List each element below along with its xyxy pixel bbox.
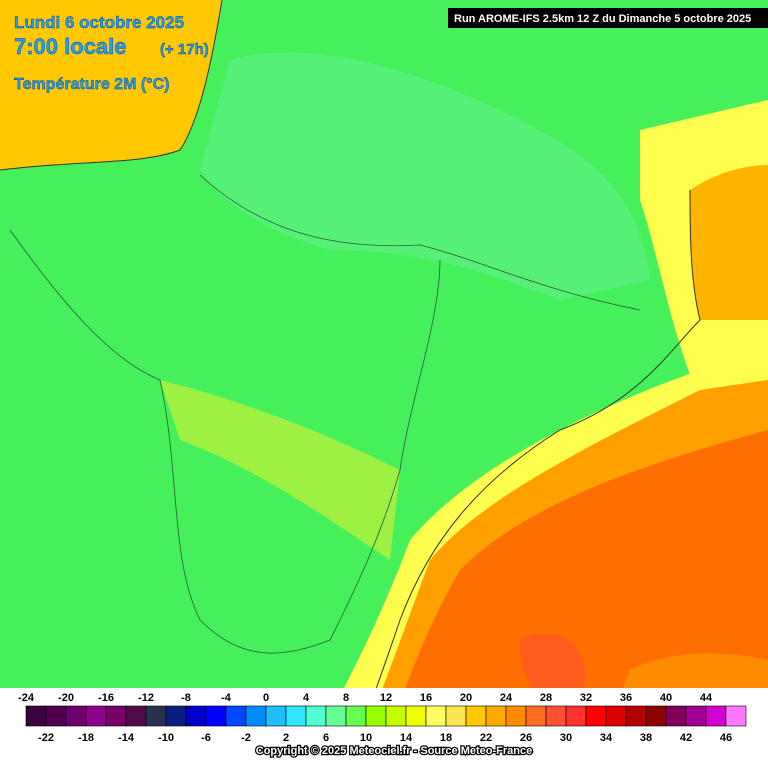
- legend-swatch: [205, 705, 227, 727]
- copyright: Copyright © 2025 Meteociel.fr - Source M…: [256, 745, 532, 757]
- legend-label: -4: [221, 692, 232, 704]
- legend-swatch: [125, 705, 147, 727]
- legend-swatch: [265, 705, 287, 727]
- legend-swatch: [565, 705, 587, 727]
- run-box: [448, 8, 768, 28]
- legend-label: -2: [241, 732, 251, 744]
- legend-label: 38: [640, 732, 652, 744]
- legend-label: -16: [98, 692, 114, 704]
- legend-swatch: [605, 705, 627, 727]
- legend-swatch: [705, 705, 727, 727]
- sea-atlantic: [0, 0, 222, 170]
- legend-swatch: [545, 705, 567, 727]
- legend-label: 22: [480, 732, 492, 744]
- legend-swatch: [85, 705, 107, 727]
- legend-swatch: [405, 705, 427, 727]
- legend-panel: [0, 688, 768, 768]
- legend-swatch: [645, 705, 667, 727]
- legend-swatch: [45, 705, 67, 727]
- legend-label: 42: [680, 732, 692, 744]
- legend-label: 40: [660, 692, 672, 704]
- legend-label: 0: [263, 692, 269, 704]
- legend-swatch: [325, 705, 347, 727]
- legend-swatch: [145, 705, 167, 727]
- legend-swatch: [725, 705, 747, 727]
- legend-label: -14: [118, 732, 135, 744]
- legend-label: 8: [343, 692, 349, 704]
- legend-label: 32: [580, 692, 592, 704]
- border: [199, 174, 641, 311]
- legend-swatch: [305, 705, 327, 727]
- legend-label: 44: [700, 692, 713, 704]
- legend-swatch: [25, 705, 47, 727]
- legend-label: 34: [600, 732, 613, 744]
- legend-label: 28: [540, 692, 552, 704]
- legend-swatch: [685, 705, 707, 727]
- legend-swatch: [65, 705, 87, 727]
- time: 7:00 locale: [14, 34, 127, 59]
- legend-swatch: [345, 705, 367, 727]
- lead-time: (+ 17h): [160, 41, 209, 58]
- legend-label: 46: [720, 732, 732, 744]
- legend-label: 26: [520, 732, 532, 744]
- legend-swatch: [425, 705, 447, 727]
- legend-swatch: [105, 705, 127, 727]
- legend: -24-22-20-18-16-14-12-10-8-6-4-202468101…: [18, 692, 747, 744]
- legend-label: -6: [201, 732, 211, 744]
- legend-label: 24: [500, 692, 513, 704]
- warm-band: [160, 380, 400, 560]
- legend-label: 14: [400, 732, 413, 744]
- legend-swatch: [665, 705, 687, 727]
- legend-swatch: [485, 705, 507, 727]
- legend-swatch: [165, 705, 187, 727]
- coastline: [0, 0, 223, 171]
- cool-zone: [200, 52, 650, 300]
- legend-label: 2: [283, 732, 289, 744]
- legend-swatch: [245, 705, 267, 727]
- date: Lundi 6 octobre 2025: [14, 13, 184, 32]
- legend-label: -20: [58, 692, 74, 704]
- legend-swatch: [365, 705, 387, 727]
- legend-label: -22: [38, 732, 54, 744]
- legend-label: 36: [620, 692, 632, 704]
- parameter: Température 2M (°C): [14, 76, 169, 93]
- legend-label: 20: [460, 692, 472, 704]
- legend-label: 6: [323, 732, 329, 744]
- legend-swatch: [385, 705, 407, 727]
- legend-swatch: [505, 705, 527, 727]
- border: [9, 229, 441, 654]
- legend-swatch: [625, 705, 647, 727]
- legend-label: -12: [138, 692, 154, 704]
- coastline: [349, 189, 701, 769]
- legend-swatch: [525, 705, 547, 727]
- sea-lion: [690, 165, 768, 320]
- legend-swatch: [285, 705, 307, 727]
- legend-swatch: [585, 705, 607, 727]
- legend-swatch: [465, 705, 487, 727]
- legend-label: 10: [360, 732, 372, 744]
- legend-swatch: [185, 705, 207, 727]
- legend-swatch: [445, 705, 467, 727]
- legend-label: 12: [380, 692, 392, 704]
- legend-label: -8: [181, 692, 191, 704]
- legend-label: 30: [560, 732, 572, 744]
- legend-label: 4: [303, 692, 310, 704]
- legend-label: -18: [78, 732, 94, 744]
- legend-label: 18: [440, 732, 452, 744]
- legend-label: 16: [420, 692, 432, 704]
- legend-swatch: [225, 705, 247, 727]
- legend-label: -24: [18, 692, 35, 704]
- run-info: Run AROME-IFS 2.5km 12 Z du Dimanche 5 o…: [454, 13, 751, 25]
- legend-label: -10: [158, 732, 174, 744]
